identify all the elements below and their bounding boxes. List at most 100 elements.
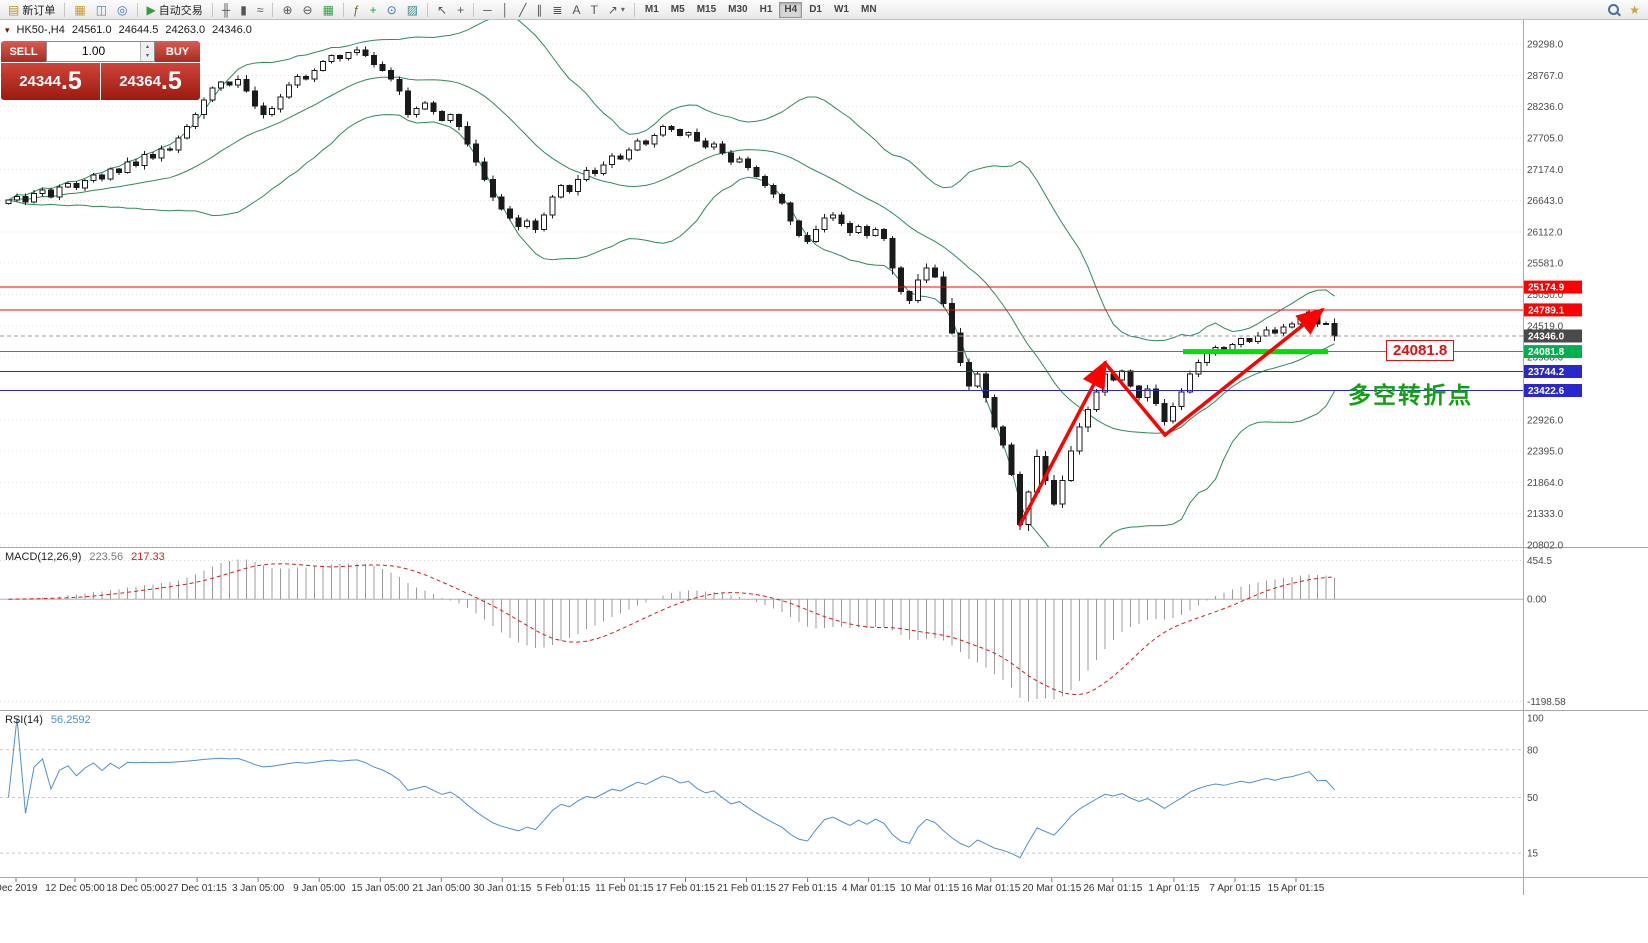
label-icon[interactable]: T [586,1,601,19]
candle [5,199,12,205]
indicators-icon[interactable]: ƒ [349,1,364,19]
fibonacci-icon[interactable]: ≣ [548,1,566,19]
svg-text:25581.0: 25581.0 [1527,259,1564,270]
toolbar-separator [272,2,274,17]
candle [498,193,505,211]
rsi-scale[interactable]: 100 80 50 15 [1527,714,1544,860]
zoom-out-icon[interactable]: ⊖ [299,1,317,19]
add-indicator-icon[interactable]: + [366,1,381,19]
timeframe-w1-button[interactable]: W1 [829,2,854,18]
timeframe-m30-button[interactable]: M30 [723,2,752,18]
timeframe-m5-button[interactable]: M5 [666,2,690,18]
candle [668,125,675,132]
turning-point-label[interactable]: 多空转折点 [1348,382,1473,408]
periods-icon[interactable]: ⊙ [383,1,401,19]
buy-price-button[interactable]: 24364.5 [101,63,200,100]
templates-icon[interactable]: ▨ [403,1,422,19]
timeframe-h1-button[interactable]: H1 [755,2,778,18]
tile-windows-icon[interactable]: ▦ [319,1,338,19]
toolbar-groups: ▤ 新订单 ▦ ◫ ◎ ▶ 自动交易 ╫ ▮ ≈ ⊕ ⊖ ▦ ƒ + ⊙ ▨ ↖ + ─ │ ╱ ∥ ≣ A T ↗ ▾ M1 M5 M15… [3,0,883,19]
fibonacci-icon: ≣ [552,2,563,17]
candlestick-chart-icon[interactable]: ▮ [236,1,251,19]
timeframe-m1-button[interactable]: M1 [640,2,664,18]
sell-price-button[interactable]: 24344.5 [1,63,100,100]
candle [728,150,734,166]
dropdown-caret-icon: ▾ [620,5,625,14]
horizontal-level-lines[interactable] [0,286,1523,391]
candle [14,193,20,202]
candle [116,168,122,175]
label-icon: T [590,2,598,17]
lot-increase-button[interactable]: ▴ [141,42,154,52]
candle [269,105,275,117]
cursor-icon[interactable]: ↖ [433,1,451,19]
navigator-icon[interactable]: ◎ [113,1,131,19]
svg-text:15: 15 [1527,849,1539,860]
vertical-line-icon[interactable]: │ [498,1,514,19]
favorites-icon: ★ [1629,2,1640,17]
autotrading-button-label: 自动交易 [158,4,203,17]
market-watch-icon[interactable]: ▦ [70,1,89,19]
timeframe-m15-button[interactable]: M15 [692,2,721,18]
zoom-in-icon[interactable]: ⊕ [278,1,296,19]
candle [940,271,947,308]
lot-size-input[interactable]: 1.00 [81,44,106,58]
candle [90,173,97,183]
trend-zigzag-arrows[interactable] [1018,307,1325,527]
price-tag: 24789.1 [1524,303,1582,317]
candle [1323,321,1329,325]
data-window-icon[interactable]: ◫ [92,1,111,19]
horizontal-line-icon: ─ [483,2,492,17]
toolbar: ▤ 新订单 ▦ ◫ ◎ ▶ 自动交易 ╫ ▮ ≈ ⊕ ⊖ ▦ ƒ + ⊙ ▨ ↖ + ─ │ ╱ ∥ ≣ A T ↗ ▾ M1 M5 M15… [0,0,1648,20]
candle [694,128,700,143]
text-icon[interactable]: A [568,1,584,19]
channel-icon[interactable]: ∥ [532,1,546,19]
rsi-panel[interactable] [0,717,1523,859]
svg-text:22926.0: 22926.0 [1527,415,1564,426]
lot-decrease-button[interactable]: ▾ [141,51,154,61]
candle [1093,388,1100,413]
toolbar-separator [473,2,475,17]
buy-button[interactable]: BUY [155,41,200,62]
svg-text:0.00: 0.00 [1527,595,1547,606]
candle [31,190,37,204]
candle [524,218,530,229]
search-icon[interactable] [1604,1,1623,19]
line-chart-icon[interactable]: ≈ [253,1,268,19]
price-tag: 23744.2 [1524,365,1582,378]
candle [617,153,624,160]
svg-text:25050.0: 25050.0 [1527,290,1564,301]
svg-text:23422.6: 23422.6 [1528,386,1565,397]
candle [507,206,513,221]
trendline-icon[interactable]: ╱ [515,1,530,19]
macd-panel[interactable] [0,559,1523,702]
timeframe-d1-button[interactable]: D1 [804,2,827,18]
new-order-button[interactable]: ▤ 新订单 [4,1,59,19]
candle [719,140,726,155]
timeframe-mn-button[interactable]: MN [856,2,882,18]
candle [881,227,887,242]
candle [464,121,471,147]
bollinger-bands [8,20,1335,547]
candle [439,110,445,122]
autotrading-button[interactable]: ▶ 自动交易 [143,1,207,19]
buy-price-frac: .5 [160,67,182,95]
macd-scale[interactable]: 454.5 0.00 -1198.58 [1527,556,1566,708]
price-scale[interactable]: 29298.0 28767.0 28236.0 27705.0 27174.0 26643… [1524,40,1582,552]
arrows-icon[interactable]: ↗ ▾ [604,1,629,19]
svg-text:20802.0: 20802.0 [1527,541,1564,552]
horizontal-line-icon[interactable]: ─ [479,1,496,19]
crosshair-icon[interactable]: + [453,1,468,19]
sell-button[interactable]: SELL [1,41,46,62]
favorites-icon[interactable]: ★ [1625,1,1644,19]
candle [532,218,539,233]
candle [218,81,224,92]
price-level-callout[interactable]: 24081.8 [1386,340,1455,361]
bar-chart-icon[interactable]: ╫ [218,1,235,19]
timeframe-h4-button[interactable]: H4 [779,1,803,18]
candle [1059,475,1066,508]
svg-text:15 Jan 05:00: 15 Jan 05:00 [351,883,409,894]
svg-text:5 Feb 01:15: 5 Feb 01:15 [537,883,591,894]
